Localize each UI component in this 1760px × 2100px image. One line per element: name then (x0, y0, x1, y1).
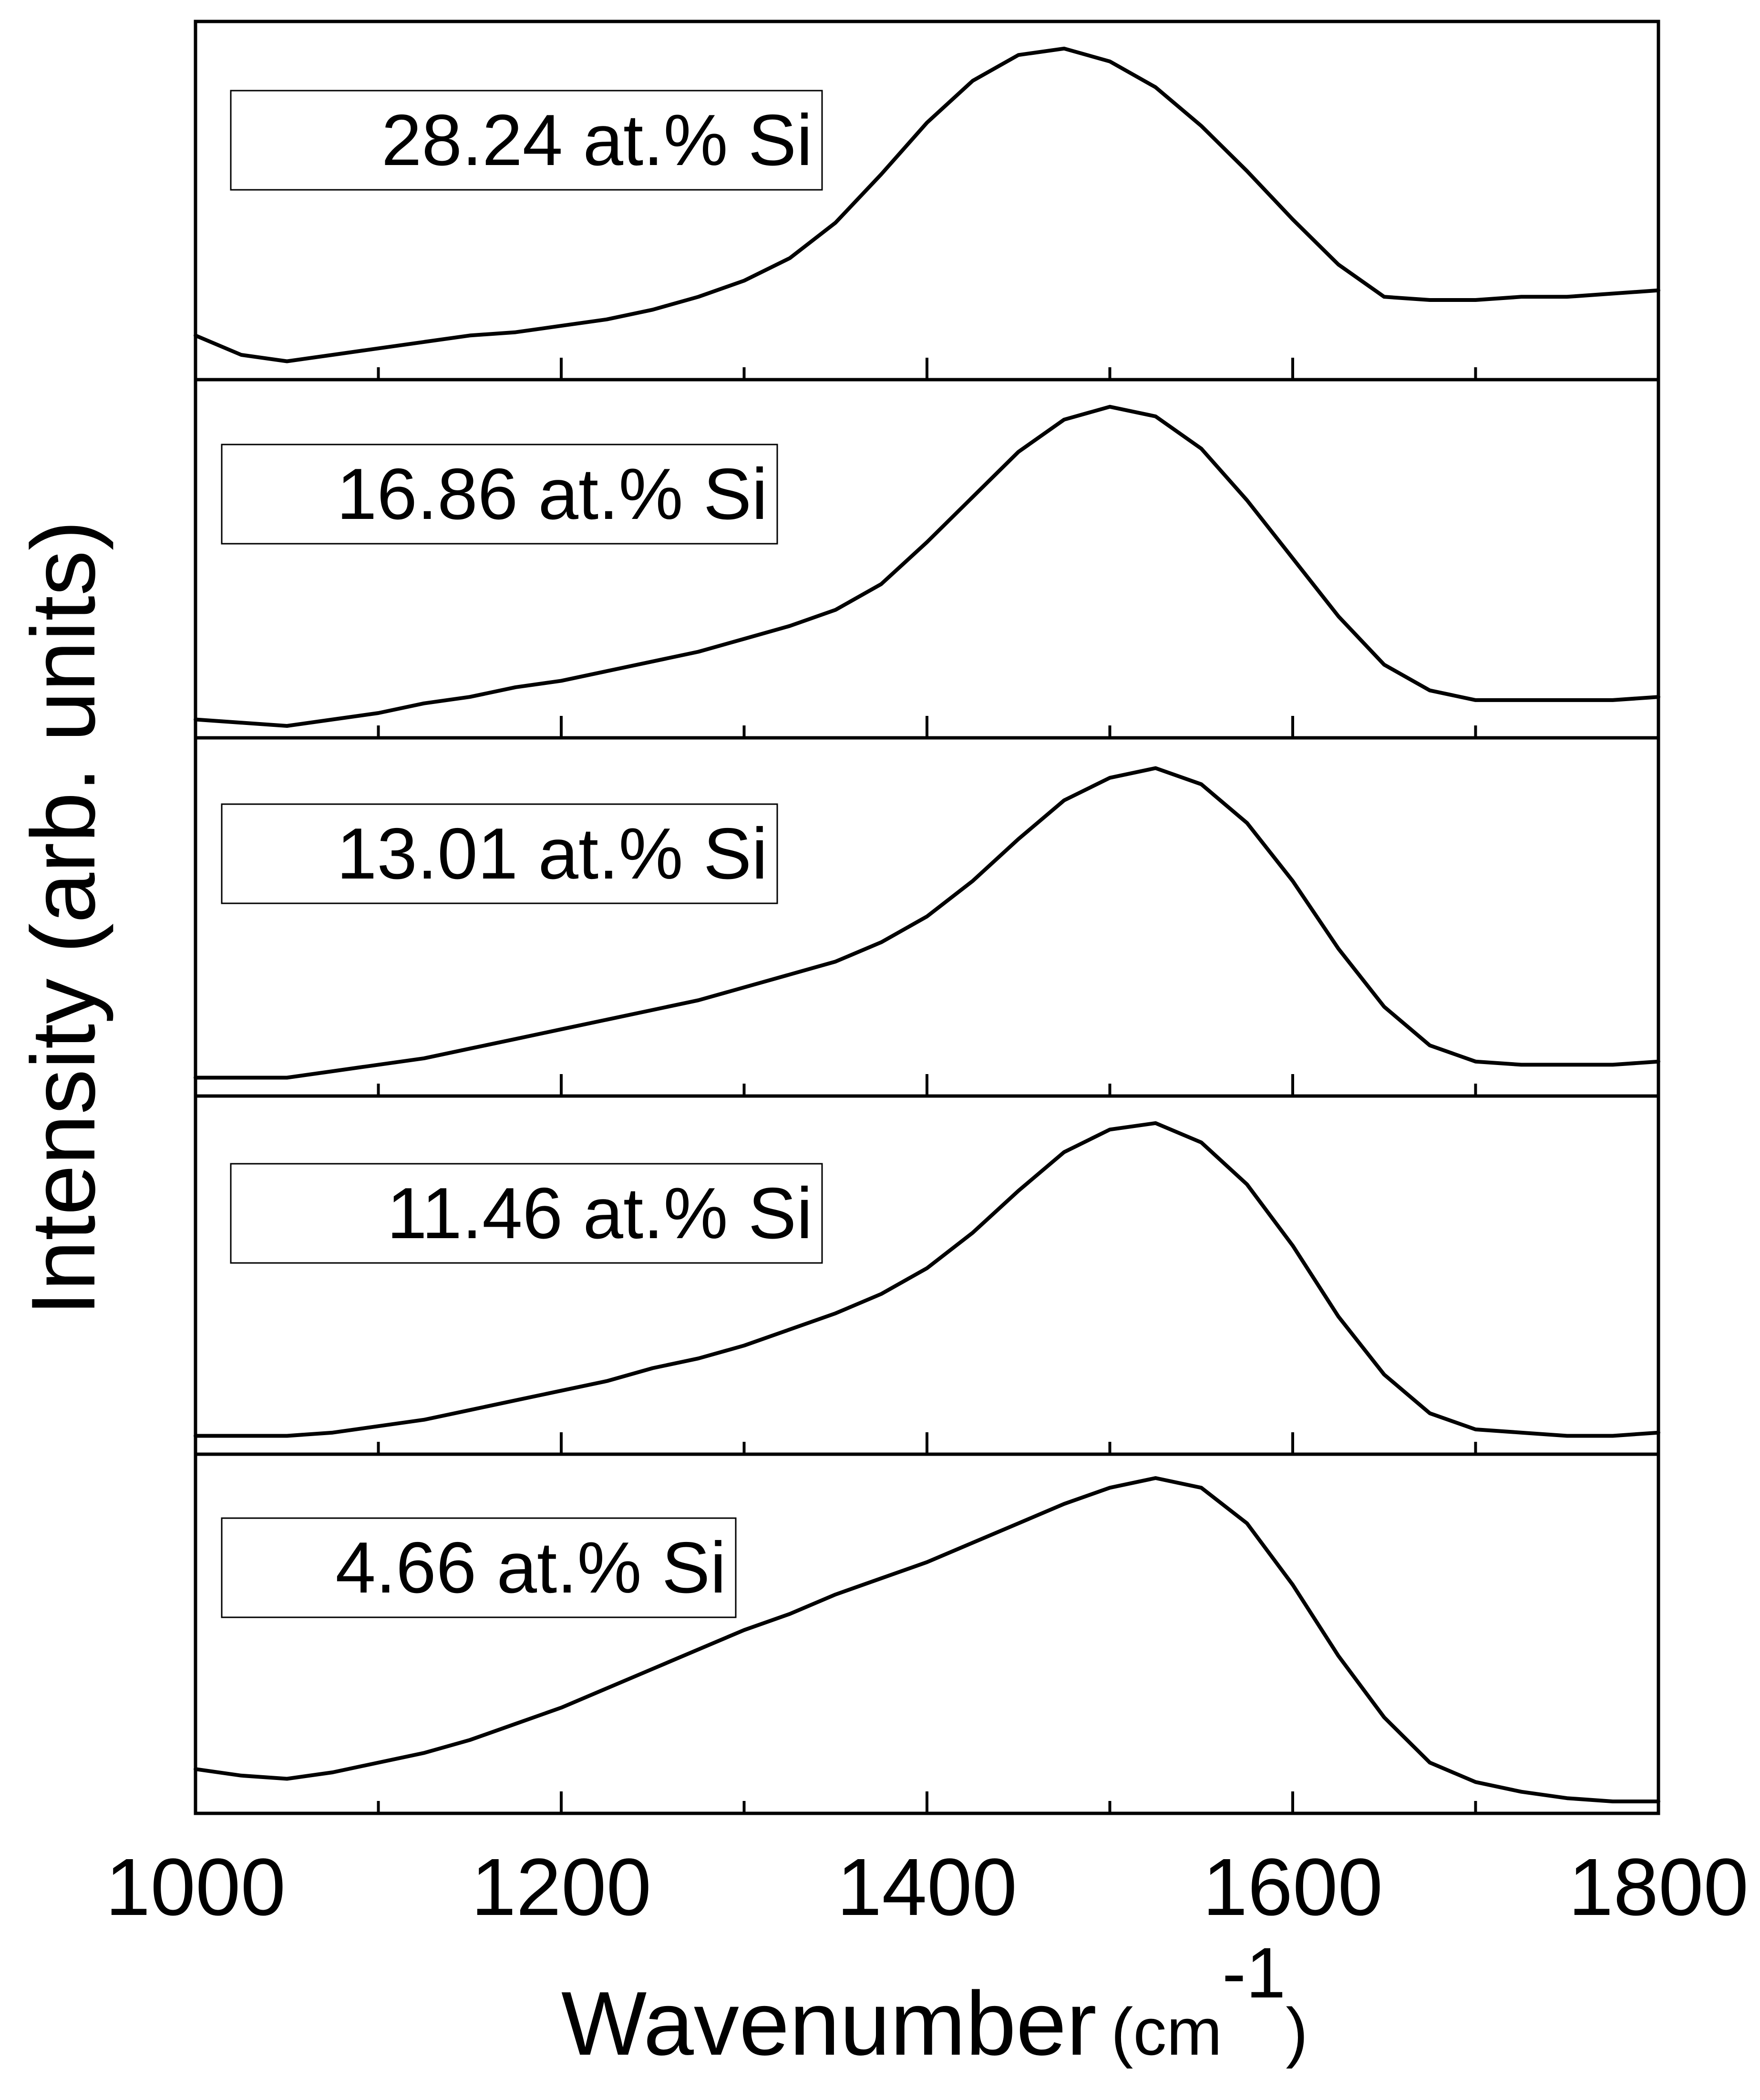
spectrum-trace-4-66 (194, 1476, 1660, 1803)
series-name-label: 13.01 at.% Si (337, 813, 768, 894)
panel-frame-4-66 (194, 1452, 1660, 1815)
panel-label-11-46: 11.46 at.% Si (230, 1163, 823, 1264)
series-name-label: 16.86 at.% Si (337, 454, 768, 535)
x-axis-label: Wavenumber (cm-1) (561, 1933, 1308, 2074)
panel-frame-11-46 (194, 1094, 1660, 1456)
x-tick-labels: 1000 1200 1400 1600 1800 (105, 1842, 1749, 1933)
spectrum-trace-11-46 (194, 1121, 1660, 1438)
y-axis-label: Intensity (arb. units) (13, 520, 114, 1316)
panel-labels: 28.24 at.% Si 16.86 at.% Si 13.01 at.% S… (221, 90, 823, 1618)
panel-frame-28-24 (194, 20, 1660, 382)
x-tick-label: 1000 (105, 1842, 286, 1933)
series-name-label: 11.46 at.% Si (387, 1173, 813, 1254)
x-tick-label: 1800 (1568, 1842, 1749, 1933)
x-axis-unit-suffix: ) (1286, 1994, 1308, 2069)
spectrum-trace-16-86 (194, 404, 1660, 728)
x-axis-ticks (377, 358, 1477, 1813)
series-name-label: 28.24 at.% Si (381, 100, 813, 181)
x-tick-label: 1600 (1203, 1842, 1383, 1933)
x-axis-unit-exponent: -1 (1222, 1933, 1286, 2013)
x-axis-unit-prefix: (cm (1111, 1994, 1222, 2069)
series-name-label: 4.66 at.% Si (335, 1527, 726, 1608)
panel-label-16-86: 16.86 at.% Si (221, 444, 778, 545)
panel-label-13-01: 13.01 at.% Si (221, 803, 778, 904)
spectrum-trace-28-24 (194, 46, 1660, 363)
x-tick-label: 1200 (471, 1842, 651, 1933)
spectrum-trace-13-01 (194, 766, 1660, 1080)
panel-label-28-24: 28.24 at.% Si (230, 90, 823, 191)
x-axis-label-text: Wavenumber (561, 1973, 1097, 2074)
spectrum-traces (194, 46, 1660, 1803)
panel-frame-16-86 (194, 378, 1660, 740)
x-tick-label: 1400 (837, 1842, 1017, 1933)
panel-label-4-66: 4.66 at.% Si (221, 1517, 737, 1618)
